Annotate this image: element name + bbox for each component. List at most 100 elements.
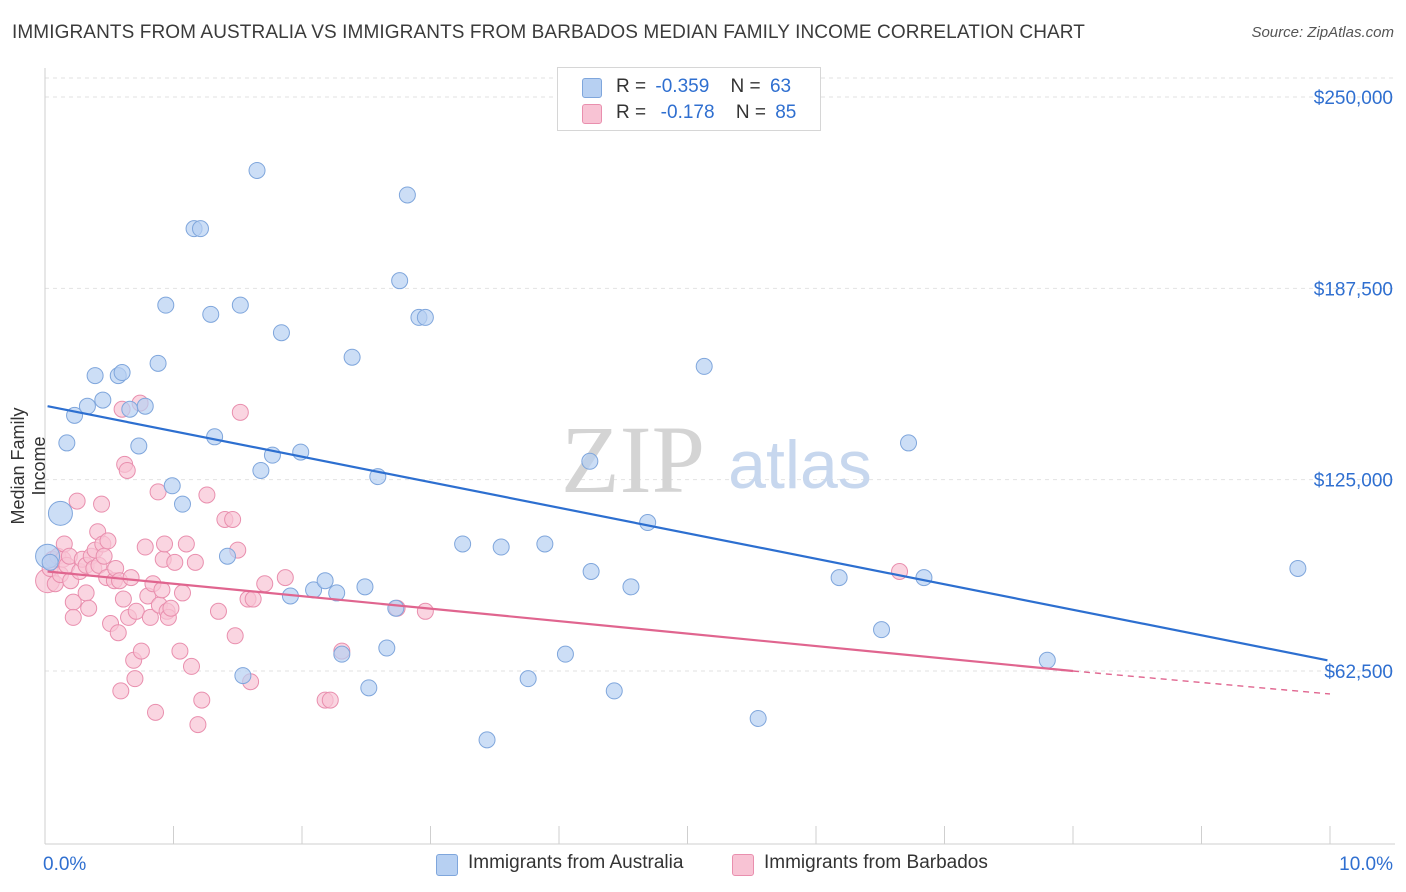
australia-point xyxy=(519,670,537,688)
australia-swatch xyxy=(436,854,458,876)
legend-n-value: 63 xyxy=(769,76,792,97)
australia-point xyxy=(478,731,496,749)
australia-point xyxy=(248,161,266,179)
data-points xyxy=(35,161,1307,749)
barbados-point xyxy=(153,581,171,599)
barbados-point xyxy=(189,716,207,734)
australia-point xyxy=(1289,559,1307,577)
barbados-point xyxy=(77,584,95,602)
x-tick-labels: 0.0% 10.0% xyxy=(43,854,1393,875)
y-axis-label: Median Family Income xyxy=(8,407,49,525)
barbados-point xyxy=(99,532,117,550)
trend-lines xyxy=(47,405,1331,695)
barbados-point xyxy=(114,590,132,608)
barbados-point xyxy=(68,492,86,510)
legend-r-label: R = xyxy=(616,102,647,123)
australia-point xyxy=(416,308,434,326)
y-tick-label: $62,500 xyxy=(1324,662,1393,683)
axes xyxy=(44,68,1395,845)
australia-point xyxy=(218,547,236,565)
australia-point xyxy=(360,679,378,697)
australia-point xyxy=(622,578,640,596)
barbados-point xyxy=(186,553,204,571)
australia-point xyxy=(234,667,252,685)
australia-point xyxy=(47,500,73,526)
australia-point xyxy=(130,437,148,455)
australia-point xyxy=(121,400,139,418)
legend-r-value: -0.178 xyxy=(655,102,715,123)
australia-point xyxy=(873,621,891,639)
barbados-point xyxy=(416,602,434,620)
barbados-point xyxy=(276,569,294,587)
barbados-point xyxy=(118,461,136,479)
barbados-point xyxy=(256,575,274,593)
australia-trend-line xyxy=(47,405,1328,662)
barbados-point xyxy=(224,510,242,528)
barbados-point xyxy=(122,569,140,587)
y-tick-label: $125,000 xyxy=(1314,471,1393,492)
barbados-point xyxy=(182,657,200,675)
australia-point xyxy=(149,354,167,372)
australia-point xyxy=(391,272,409,290)
barbados-point xyxy=(126,670,144,688)
australia-point xyxy=(202,305,220,323)
australia-point xyxy=(605,682,623,700)
barbados-point xyxy=(209,602,227,620)
australia-point xyxy=(536,535,554,553)
barbados-point xyxy=(141,608,159,626)
legend-n-value: 85 xyxy=(775,102,797,123)
barbados-point xyxy=(162,599,180,617)
x-tick-label: 0.0% xyxy=(43,854,86,875)
australia-point xyxy=(328,584,346,602)
australia-point xyxy=(900,434,918,452)
legend-r-value: -0.359 xyxy=(655,76,710,97)
barbados-point xyxy=(166,553,184,571)
x-tick-label: 10.0% xyxy=(1339,854,1393,875)
australia-point xyxy=(41,553,59,571)
australia-point xyxy=(398,186,416,204)
correlation-legend: R = -0.359 N = 63 R = -0.178 N = 85 xyxy=(557,67,821,131)
australia-point xyxy=(206,428,224,446)
chart-title: IMMIGRANTS FROM AUSTRALIA VS IMMIGRANTS … xyxy=(12,22,1085,43)
barbados-point xyxy=(127,602,145,620)
barbados-point xyxy=(244,590,262,608)
barbados-point xyxy=(112,682,130,700)
australia-point xyxy=(581,452,599,470)
australia-point xyxy=(94,391,112,409)
barbados-point xyxy=(173,584,191,602)
barbados-point xyxy=(64,608,82,626)
australia-point xyxy=(78,397,96,415)
australia-point xyxy=(316,572,334,590)
barbados-swatch xyxy=(582,104,602,124)
barbados-swatch xyxy=(732,854,754,876)
bottom-legend-label: Immigrants from Australia xyxy=(468,852,684,873)
barbados-point xyxy=(93,495,111,513)
bottom-legend-label: Immigrants from Barbados xyxy=(764,852,988,873)
watermark: ZIP atlas xyxy=(561,406,872,513)
barbados-trend-line xyxy=(47,570,1074,673)
australia-point xyxy=(58,434,76,452)
australia-point xyxy=(556,645,574,663)
australia-point xyxy=(231,296,249,314)
barbados-point xyxy=(80,599,98,617)
australia-point xyxy=(252,461,270,479)
source-label: Source: ZipAtlas.com xyxy=(1251,24,1394,41)
australia-point xyxy=(272,324,290,342)
australia-point xyxy=(356,578,374,596)
watermark-atlas: atlas xyxy=(728,427,872,503)
barbados-point xyxy=(171,642,189,660)
barbados-point xyxy=(177,535,195,553)
barbados-point xyxy=(109,624,127,642)
australia-point xyxy=(343,348,361,366)
barbados-point xyxy=(149,483,167,501)
australia-point xyxy=(695,357,713,375)
australia-point xyxy=(454,535,472,553)
y-tick-label: $187,500 xyxy=(1314,279,1393,300)
barbados-trend-extension xyxy=(1072,670,1331,695)
australia-point xyxy=(333,645,351,663)
barbados-point xyxy=(132,642,150,660)
australia-point xyxy=(830,569,848,587)
australia-point xyxy=(157,296,175,314)
barbados-point xyxy=(156,535,174,553)
